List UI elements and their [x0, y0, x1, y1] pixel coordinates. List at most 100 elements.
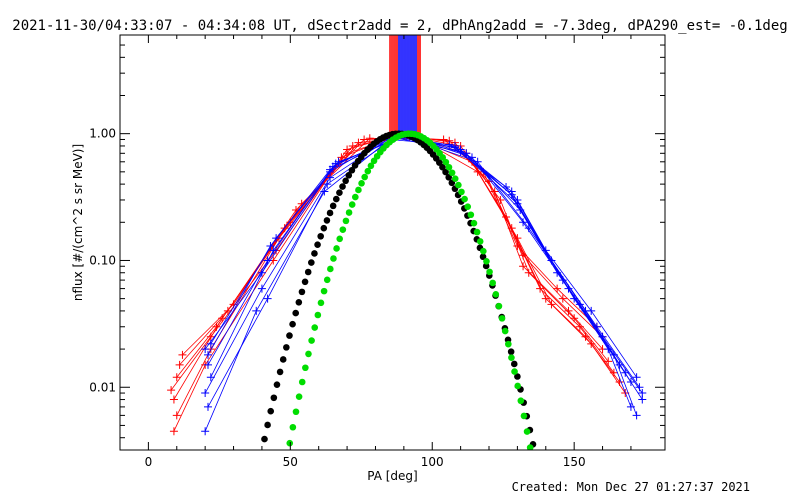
green-model-point [464, 203, 472, 211]
blue-data-point [635, 383, 644, 392]
black-model-point [482, 262, 490, 270]
green-model-point [451, 175, 459, 183]
green-model-point [526, 444, 534, 450]
green-model-point [486, 268, 493, 276]
chart-title: 2021-11-30/04:33:07 - 04:34:08 UT, dSect… [12, 18, 788, 34]
blue-data-point [201, 389, 210, 398]
black-model-point [339, 183, 346, 190]
blue-data-point [513, 199, 522, 208]
red-series-line [173, 136, 598, 432]
blue-data-point [320, 187, 329, 196]
green-model-point [489, 279, 497, 287]
green-model-point [467, 211, 475, 219]
blue-data-point [203, 402, 212, 411]
green-model-point [439, 154, 447, 161]
red-data-point [581, 332, 590, 341]
green-model-point [442, 158, 450, 166]
green-model-point [327, 265, 334, 273]
red-data-point [178, 350, 187, 359]
green-model-point [317, 299, 325, 307]
red-data-point [365, 134, 374, 143]
green-model-point [292, 408, 300, 416]
red-data-point [337, 153, 346, 162]
green-model-point [514, 382, 521, 390]
blue-data-point [263, 294, 272, 303]
black-model-point [273, 381, 281, 388]
green-model-point [445, 163, 453, 171]
blue-data-point [473, 157, 482, 166]
red-data-point [524, 268, 533, 277]
blue-data-point [575, 300, 584, 309]
blue-series-line [210, 134, 643, 394]
black-model-point [283, 344, 290, 351]
black-model-point [345, 172, 353, 179]
red-data-point [172, 411, 181, 420]
red-data-point [360, 135, 369, 144]
x-axis-label: PA [deg] [367, 469, 417, 483]
black-model-point [317, 232, 324, 240]
blue-data-point [632, 373, 641, 382]
black-model-point [292, 309, 300, 317]
y-axis-label: nflux [#/(cm^2 s sr MeV)] [71, 144, 85, 301]
red-series-line [170, 134, 603, 391]
green-model-point [302, 364, 309, 372]
plot-clip-group [167, 35, 647, 450]
y-tick-label: 0.10 [89, 253, 116, 267]
blue-data-point [201, 427, 210, 436]
black-model-point [336, 189, 343, 196]
green-model-point [289, 423, 297, 431]
green-model-point [461, 195, 468, 203]
blue-data-point [462, 149, 471, 158]
plot-area [167, 35, 647, 450]
green-model-point [352, 193, 359, 201]
blue-data-point [519, 218, 528, 227]
green-model-point [348, 201, 356, 208]
green-model-point [476, 238, 484, 245]
red-data-point [439, 135, 448, 144]
green-model-point [320, 287, 328, 295]
green-model-point [305, 350, 312, 358]
blue-data-point [323, 180, 332, 189]
black-model-point [304, 268, 312, 276]
green-model-point [314, 311, 322, 319]
blue-data-point [502, 182, 511, 191]
black-model-point [286, 332, 293, 339]
green-model-point [336, 235, 344, 243]
red-data-point [223, 306, 232, 315]
red-data-point [564, 306, 573, 315]
blue-series-line [204, 134, 637, 378]
blue-data-point [450, 143, 459, 152]
green-model-point [358, 180, 365, 187]
red-data-point [169, 427, 178, 436]
black-model-point [342, 177, 349, 185]
green-model-point [286, 439, 294, 447]
black-model-point [329, 202, 337, 210]
x-tick-label: 0 [145, 455, 153, 469]
black-model-point [323, 217, 331, 224]
green-model-point [473, 228, 481, 236]
blue-data-point [445, 140, 454, 149]
blue-data-point [524, 224, 533, 233]
blue-data-point [263, 256, 272, 265]
green-model-point [333, 245, 340, 252]
red-data-point [175, 360, 184, 369]
black-model-point [289, 320, 296, 328]
black-model-point [270, 394, 278, 402]
black-model-point [301, 278, 309, 286]
black-model-point [314, 241, 321, 249]
green-model-point [520, 412, 528, 420]
blue-data-point [203, 350, 212, 359]
green-model-point [483, 258, 490, 265]
green-model-point [298, 378, 306, 386]
green-model-point [498, 315, 506, 322]
y-tick-label: 0.01 [89, 380, 116, 394]
black-model-point [442, 168, 449, 176]
green-model-point [448, 169, 456, 177]
axes: 0 50 100 150 0.01 0.10 1.00 [89, 34, 665, 469]
green-model-point [517, 397, 525, 405]
green-model-point [311, 324, 319, 331]
blue-data-point [201, 345, 210, 354]
blue-data-point [206, 339, 215, 348]
green-model-point [505, 340, 512, 348]
blue-data-point [269, 246, 278, 255]
